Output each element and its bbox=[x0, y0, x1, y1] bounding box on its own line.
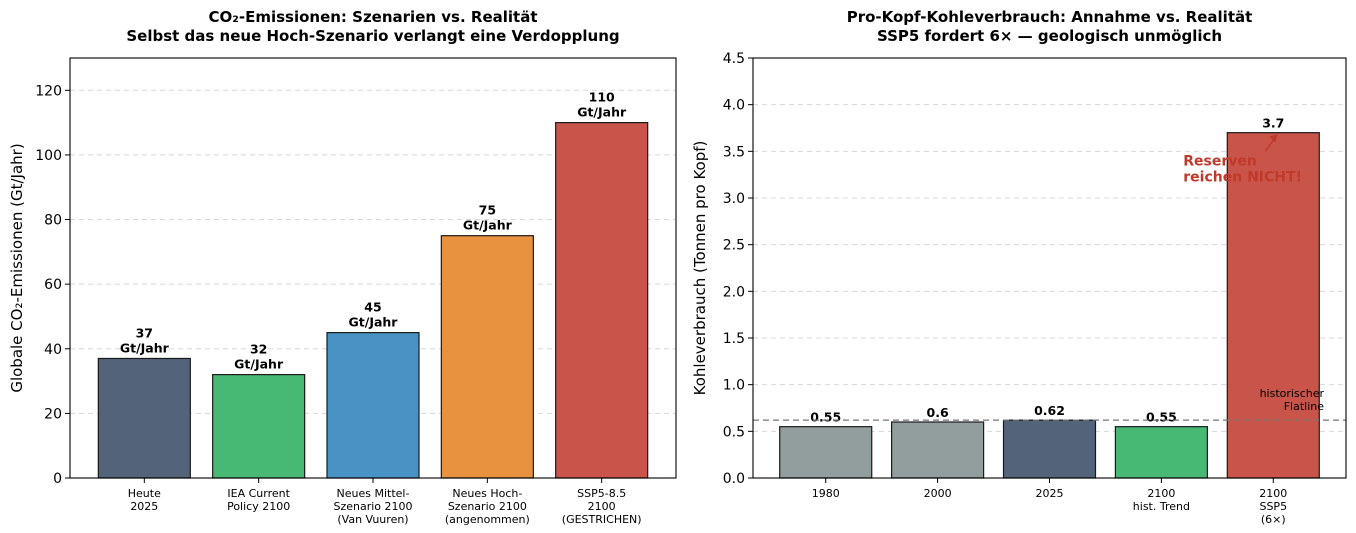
y-tick-label: 0 bbox=[53, 471, 62, 487]
x-tick-label: 2025 bbox=[1036, 487, 1064, 500]
data-label: 3.7 bbox=[1262, 116, 1284, 131]
x-tick-label: 2100 SSP5 (6×) bbox=[1259, 487, 1287, 526]
annotation-arrowhead bbox=[1269, 134, 1278, 143]
y-tick-label: 60 bbox=[44, 277, 62, 293]
data-label: 0.55 bbox=[1146, 410, 1177, 425]
chart-subtitle: Selbst das neue Hoch-Szenario verlangt e… bbox=[126, 27, 619, 45]
bar bbox=[212, 374, 306, 479]
x-tick-label: IEA Current Policy 2100 bbox=[227, 487, 291, 513]
annotation-text: Reserven reichen NICHT! bbox=[1183, 153, 1302, 185]
y-tick-label: 100 bbox=[35, 148, 62, 164]
y-tick-label: 40 bbox=[44, 342, 62, 358]
y-tick-label: 0.5 bbox=[723, 424, 745, 440]
chart-title: Pro-Kopf-Kohleverbrauch: Annahme vs. Rea… bbox=[847, 8, 1253, 26]
y-tick-label: 2.0 bbox=[723, 284, 745, 300]
y-tick-label: 3.5 bbox=[723, 144, 745, 160]
data-label: 37 Gt/Jahr bbox=[120, 325, 170, 355]
y-tick-label: 3.0 bbox=[723, 191, 745, 207]
bar bbox=[1002, 419, 1097, 479]
x-tick-label: 2100 hist. Trend bbox=[1133, 487, 1190, 513]
bar bbox=[440, 235, 534, 479]
bar bbox=[779, 426, 873, 479]
bar bbox=[97, 357, 191, 479]
x-tick-label: Heute 2025 bbox=[128, 487, 161, 513]
data-label: 0.62 bbox=[1034, 403, 1065, 418]
y-tick-label: 120 bbox=[35, 83, 62, 99]
y-tick-label: 1.0 bbox=[723, 378, 745, 394]
y-tick-label: 2.5 bbox=[723, 238, 745, 254]
plot-frame bbox=[69, 57, 677, 479]
y-axis-label: Globale CO₂-Emissionen (Gt/Jahr) bbox=[8, 143, 26, 392]
bar bbox=[891, 421, 985, 479]
y-axis-label: Kohleverbrauch (Tonnen pro Kopf) bbox=[691, 141, 709, 396]
x-tick-label: Neues Mittel-Szenario 2100 (Van Vuuren) bbox=[333, 487, 412, 526]
y-tick-label: 80 bbox=[44, 213, 62, 229]
reference-line-label: historischer Flatline bbox=[1260, 387, 1325, 413]
y-tick-label: 1.5 bbox=[723, 331, 745, 347]
x-tick-label: SSP5-8.5 2100 (GESTRICHEN) bbox=[562, 487, 642, 526]
y-tick-label: 20 bbox=[44, 406, 62, 422]
x-tick-label: 2000 bbox=[924, 487, 952, 500]
data-label: 0.55 bbox=[810, 410, 841, 425]
chart-panel-left: CO₂-Emissionen: Szenarien vs. RealitätSe… bbox=[8, 8, 677, 526]
data-label: 110 Gt/Jahr bbox=[577, 90, 627, 120]
x-tick-label: Neues Hoch-Szenario 2100 (angenommen) bbox=[445, 487, 530, 526]
data-label: 75 Gt/Jahr bbox=[463, 203, 513, 233]
data-label: 45 Gt/Jahr bbox=[349, 300, 399, 330]
bar bbox=[1114, 426, 1208, 479]
chart-subtitle: SSP5 fordert 6× — geologisch unmöglich bbox=[877, 27, 1222, 45]
chart-title: CO₂-Emissionen: Szenarien vs. Realität bbox=[209, 8, 538, 26]
plot-frame bbox=[752, 57, 1347, 479]
y-tick-label: 4.5 bbox=[723, 51, 745, 67]
bar bbox=[326, 332, 420, 479]
chart-panel-right: Pro-Kopf-Kohleverbrauch: Annahme vs. Rea… bbox=[691, 8, 1347, 526]
data-label: 32 Gt/Jahr bbox=[234, 342, 284, 372]
y-tick-label: 0.0 bbox=[723, 471, 745, 487]
y-tick-label: 4.0 bbox=[723, 98, 745, 114]
bar bbox=[555, 122, 649, 479]
data-label: 0.6 bbox=[927, 405, 949, 420]
x-tick-label: 1980 bbox=[812, 487, 840, 500]
